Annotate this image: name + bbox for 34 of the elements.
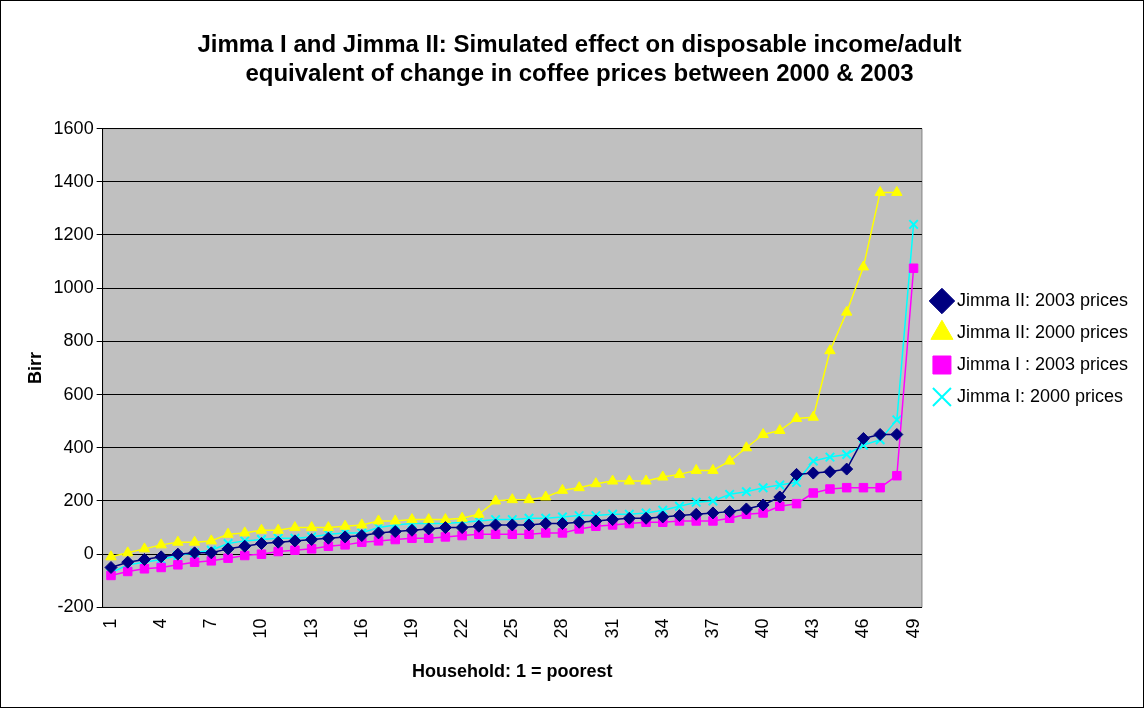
- x-tick-label: 4: [150, 618, 171, 629]
- x-tick-label: 28: [551, 618, 572, 639]
- x-tick-label: 7: [200, 618, 221, 629]
- x-tick-label: 31: [601, 618, 622, 639]
- x-tick-label: 25: [501, 618, 522, 639]
- y-tick-label: 1000: [53, 277, 94, 298]
- x-axis-title: Household: 1 = poorest: [412, 661, 613, 682]
- x-tick-label: 49: [902, 618, 923, 639]
- legend-label: Jimma II: 2000 prices: [956, 321, 1128, 342]
- y-tick-label: 1200: [53, 223, 94, 244]
- x-tick-label: 43: [802, 618, 823, 639]
- y-tick-label: -200: [57, 596, 94, 617]
- x-tick-label: 16: [350, 618, 371, 639]
- chart-title: Jimma I and Jimma II: Simulated effect on disposable income/adult equivalent of change in coffee prices between 2000 & 2003: [197, 30, 962, 86]
- x-tick-label: 37: [701, 618, 722, 639]
- x-tick-label: 22: [451, 618, 472, 639]
- x-tick-label: 10: [250, 618, 271, 639]
- legend-label: Jimma I : 2003 prices: [956, 353, 1128, 374]
- legend-label: Jimma I: 2000 prices: [956, 385, 1123, 406]
- y-tick-label: 600: [63, 383, 94, 404]
- x-tick-label: 1: [99, 618, 120, 629]
- y-tick-label: 200: [63, 489, 94, 510]
- x-tick-label: 34: [651, 618, 672, 639]
- y-tick-label: 800: [63, 330, 94, 351]
- x-tick-label: 19: [400, 618, 421, 639]
- x-tick-label: 13: [300, 618, 321, 639]
- y-tick-label: 1400: [53, 170, 94, 191]
- y-tick-label: 1600: [53, 117, 94, 138]
- x-tick-label: 46: [852, 618, 873, 639]
- y-tick-label: 400: [63, 436, 94, 457]
- x-tick-label: 40: [752, 618, 773, 639]
- y-axis-title: Birr: [24, 351, 45, 384]
- y-tick-label: 0: [83, 543, 94, 564]
- legend-label: Jimma II: 2003 prices: [956, 289, 1128, 310]
